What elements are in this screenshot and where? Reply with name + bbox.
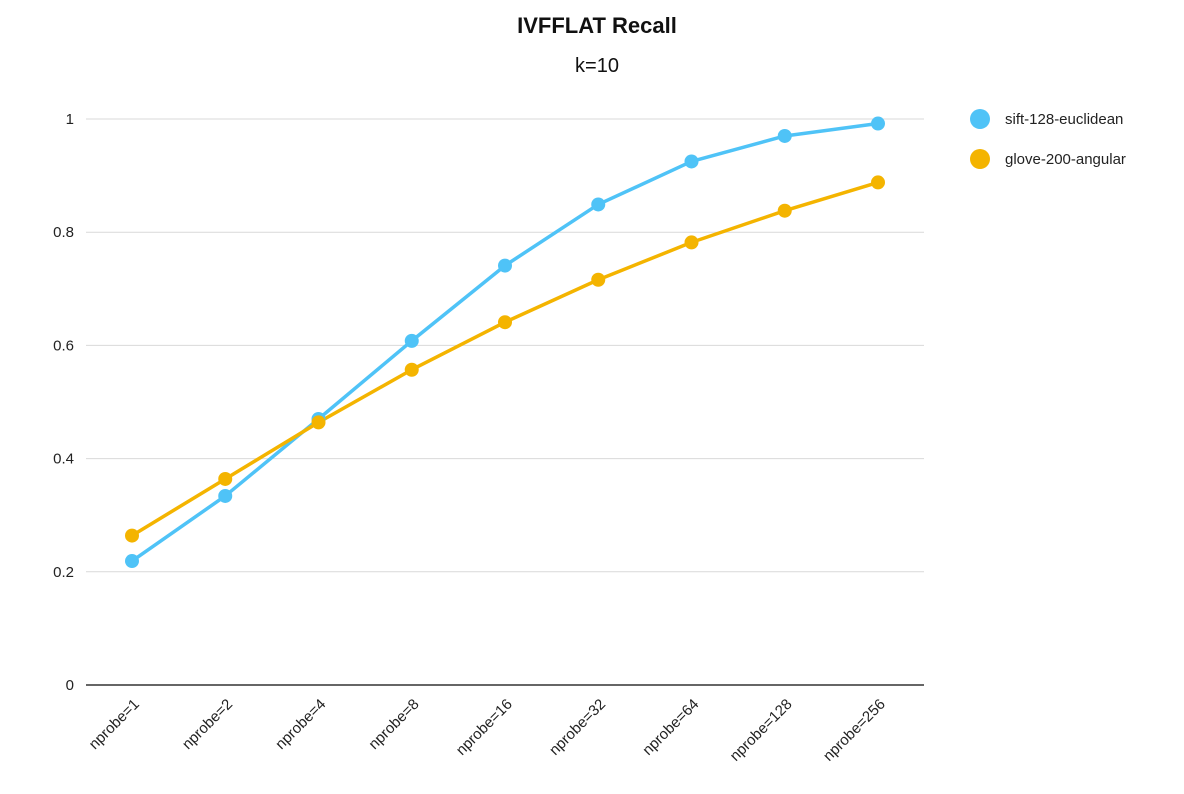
data-point-glove-200-angular[interactable] <box>591 272 606 287</box>
data-point-glove-200-angular[interactable] <box>125 528 139 543</box>
y-tick-label: 0.8 <box>53 224 74 241</box>
legend-marker <box>970 149 990 169</box>
gridlines <box>86 118 924 686</box>
x-tick-label: nprobe=8 <box>365 696 422 753</box>
y-tick-label: 0.6 <box>53 337 74 354</box>
chart-title: IVFFLAT Recall <box>517 13 677 38</box>
x-axis: nprobe=1 nprobe=2 nprobe=4 nprobe=8 nprobe=1… <box>86 696 889 765</box>
series-group <box>125 116 885 569</box>
data-point-glove-200-angular[interactable] <box>404 362 419 377</box>
y-axis: 0 0.2 0.4 0.6 0.8 1 <box>53 111 74 694</box>
x-tick-label: nprobe=32 <box>546 696 609 759</box>
y-tick-label: 0.2 <box>53 564 74 581</box>
x-tick-label: nprobe=2 <box>179 696 236 753</box>
legend-marker <box>970 109 990 129</box>
data-point-sift-128-euclidean[interactable] <box>404 333 419 348</box>
x-tick-label: nprobe=16 <box>453 696 516 759</box>
x-tick-label: nprobe=4 <box>272 696 329 753</box>
data-point-sift-128-euclidean[interactable] <box>125 554 139 569</box>
data-point-glove-200-angular[interactable] <box>498 315 512 330</box>
chart-subtitle: k=10 <box>575 55 619 77</box>
x-tick-label: nprobe=64 <box>639 696 702 759</box>
data-point-sift-128-euclidean[interactable] <box>218 488 233 503</box>
x-tick-label: nprobe=1 <box>86 696 143 753</box>
data-point-glove-200-angular[interactable] <box>218 471 233 486</box>
legend-label[interactable]: glove-200-angular <box>1005 151 1126 168</box>
data-point-glove-200-angular[interactable] <box>777 203 792 218</box>
data-point-glove-200-angular[interactable] <box>871 175 885 190</box>
data-point-sift-128-euclidean[interactable] <box>498 258 512 273</box>
data-point-sift-128-euclidean[interactable] <box>591 197 606 212</box>
x-tick-label: nprobe=256 <box>820 696 889 765</box>
data-point-sift-128-euclidean[interactable] <box>684 154 699 169</box>
data-point-glove-200-angular[interactable] <box>311 415 326 430</box>
data-point-sift-128-euclidean[interactable] <box>871 116 885 131</box>
series-line-sift-128-euclidean <box>130 121 880 563</box>
legend[interactable]: sift-128-euclidean glove-200-angular <box>970 109 1126 169</box>
legend-label[interactable]: sift-128-euclidean <box>1005 111 1123 128</box>
y-tick-label: 0.4 <box>53 451 74 468</box>
data-point-sift-128-euclidean[interactable] <box>777 128 792 143</box>
y-tick-label: 1 <box>66 111 74 128</box>
data-point-glove-200-angular[interactable] <box>684 235 699 250</box>
x-tick-label: nprobe=128 <box>727 696 796 765</box>
y-tick-label: 0 <box>66 677 74 694</box>
